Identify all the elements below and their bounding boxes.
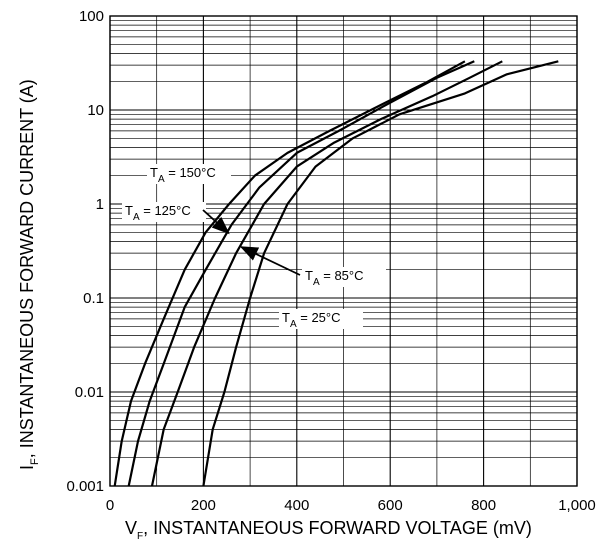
annotation-125c: TA = 125°C	[122, 202, 230, 235]
plot-frame	[109, 15, 578, 487]
annotation-box	[302, 267, 386, 287]
x-tick-labels: 0 200 400 600 800 1,000	[106, 497, 596, 514]
series-label: TA = 125°C	[125, 203, 191, 223]
annotation-150c: TA = 150°C	[147, 164, 231, 185]
series-label: TA = 85°C	[305, 268, 364, 288]
series-line-3	[202, 60, 559, 487]
grid-lines	[109, 16, 578, 487]
annotation-arrow	[202, 209, 230, 235]
y-tick-label: 0.001	[66, 478, 104, 495]
y-axis-title: IF, INSTANTANEOUS FORWARD CURRENT (A)	[17, 79, 41, 470]
curves	[113, 60, 559, 487]
series-line-1	[127, 60, 475, 487]
annotation-85c: TA = 85°C	[239, 246, 386, 288]
x-tick-label: 1,000	[558, 497, 596, 514]
series-label: TA = 25°C	[282, 310, 341, 330]
y-tick-label: 0.1	[83, 290, 104, 307]
annotation-box	[279, 309, 363, 329]
x-axis-title: VF, INSTANTANEOUS FORWARD VOLTAGE (mV)	[125, 518, 532, 542]
annotation-box	[122, 202, 206, 222]
y-tick-label: 1	[96, 196, 104, 213]
annotations: TA = 150°C TA = 125°C TA = 85°C TA = 25°C	[122, 164, 386, 330]
y-tick-label: 0.01	[75, 384, 104, 401]
x-tick-label: 600	[378, 497, 403, 514]
x-tick-label: 800	[471, 497, 496, 514]
annotation-arrow	[239, 246, 301, 276]
x-tick-label: 400	[284, 497, 309, 514]
plot-border	[109, 15, 578, 487]
x-tick-label: 200	[191, 497, 216, 514]
y-tick-label: 10	[87, 102, 104, 119]
series-line-2	[150, 60, 503, 487]
annotation-box	[147, 164, 231, 184]
y-tick-label: 100	[79, 8, 104, 25]
y-tick-labels: 0.001 0.01 0.1 1 10 100	[66, 8, 104, 495]
series-label: TA = 150°C	[150, 165, 216, 185]
annotation-25c: TA = 25°C	[279, 309, 363, 330]
x-tick-label: 0	[106, 497, 114, 514]
